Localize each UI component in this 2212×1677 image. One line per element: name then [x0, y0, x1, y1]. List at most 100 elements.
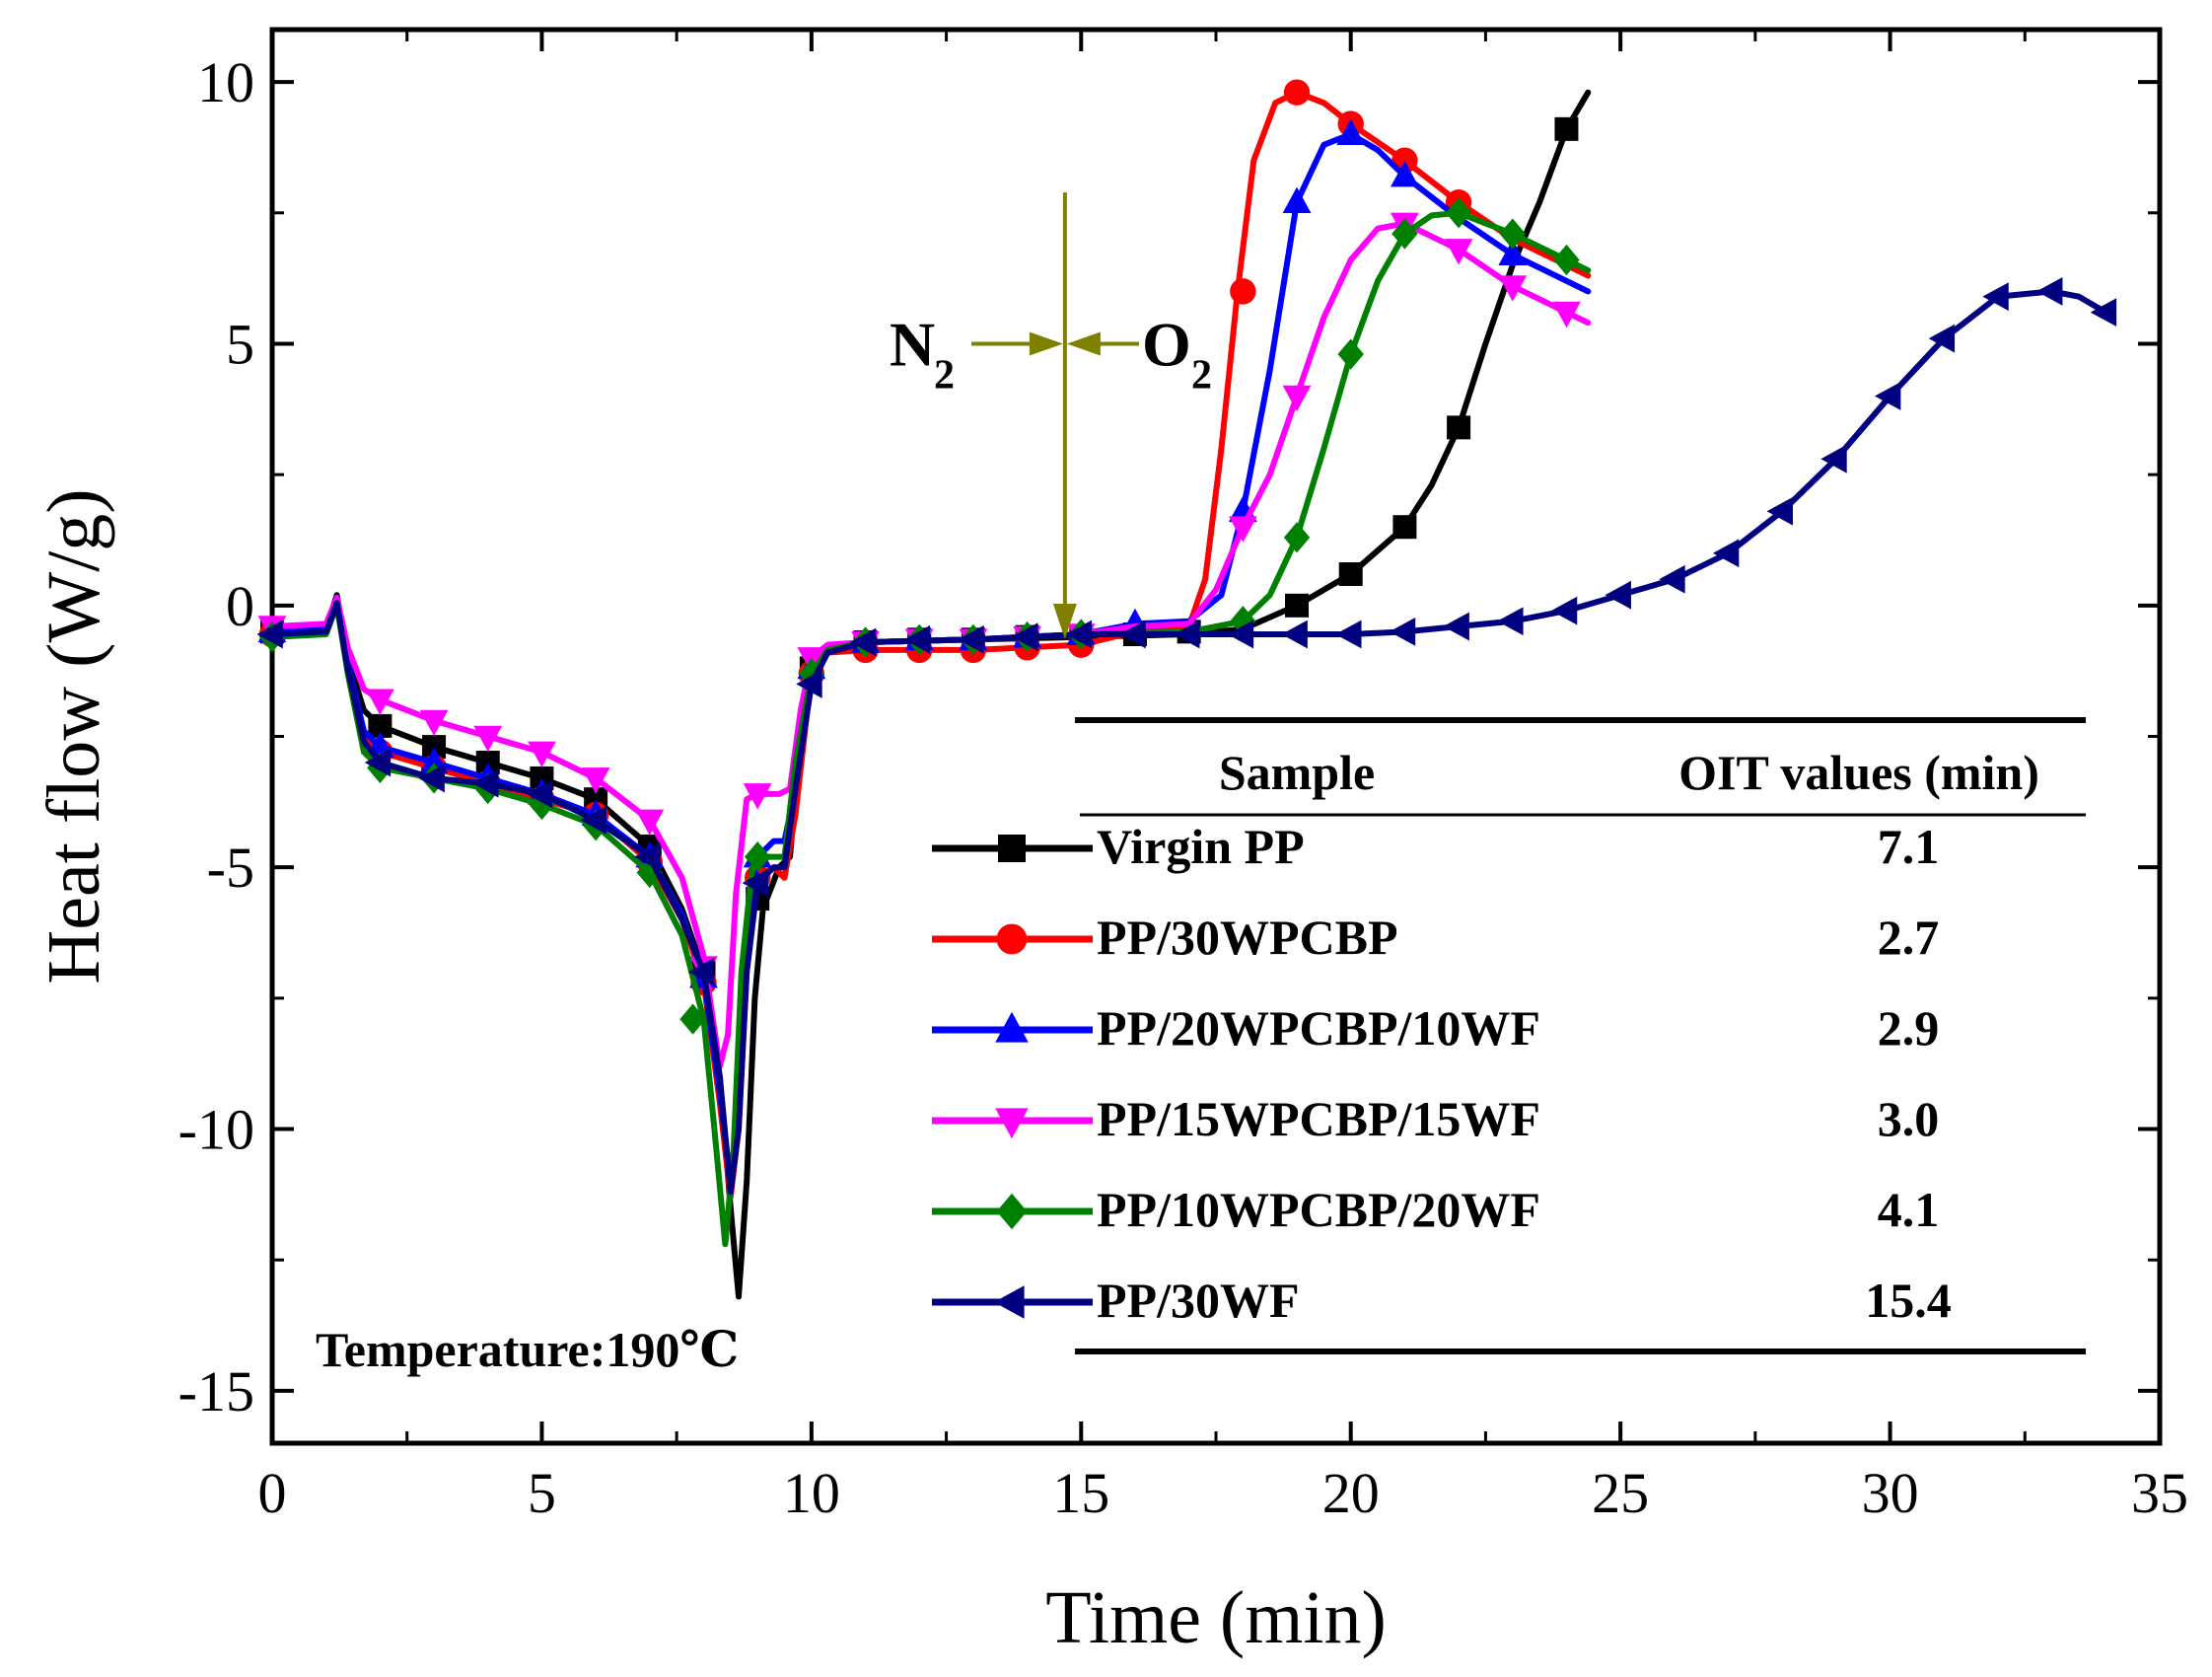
legend-marker — [996, 923, 1028, 955]
data-point — [1550, 596, 1578, 625]
x-axis-title: Time (min) — [1045, 1576, 1387, 1659]
legend-label: PP/15WPCBP/15WF — [1097, 1091, 1540, 1146]
data-point — [1605, 580, 1631, 610]
legend-marker — [998, 835, 1026, 862]
x-tick-label: 35 — [2131, 1461, 2188, 1525]
data-point — [1392, 515, 1417, 540]
data-point — [1982, 282, 2009, 312]
data-point — [635, 809, 665, 837]
x-tick-label: 0 — [258, 1461, 287, 1525]
table-header-sample: Sample — [1219, 745, 1375, 800]
x-tick-label: 25 — [1592, 1461, 1649, 1525]
y-axis-title: Heat flow (W/g) — [33, 488, 115, 984]
data-point — [1766, 496, 1793, 526]
data-point — [256, 620, 283, 649]
legend-row-pp-20wpcbp-10wf: PP/20WPCBP/10WF 2.9 — [932, 1000, 1939, 1056]
data-point — [526, 779, 553, 809]
y-tick-label: -10 — [178, 1098, 254, 1162]
legend-row-virgin-pp: Virgin PP 7.1 — [932, 819, 1939, 874]
data-point — [1119, 620, 1146, 649]
series-pp-30wf — [256, 276, 2117, 1196]
x-tick-label: 10 — [783, 1461, 840, 1525]
data-point — [419, 709, 449, 737]
data-point — [528, 741, 556, 768]
data-point — [1283, 79, 1311, 106]
data-point — [1554, 116, 1579, 141]
legend-row-pp-10wpcbp-20wf: PP/10WPCBP/20WF 4.1 — [932, 1182, 1939, 1237]
x-tick-label: 5 — [528, 1461, 556, 1525]
data-point — [1338, 561, 1363, 586]
oit-value: 15.4 — [1865, 1273, 1952, 1328]
data-point — [1335, 620, 1362, 649]
oit-value: 3.0 — [1878, 1091, 1940, 1146]
axes-layer: 0 5 10 15 20 25 30 35 -15 -10 -5 0 5 10 Time (min) Heat… — [33, 27, 2188, 1659]
data-point — [742, 868, 768, 898]
legend-row-pp-30wpcbp: PP/30WPCBP 2.7 — [932, 910, 1939, 965]
data-point — [1552, 301, 1581, 328]
switch-arrowhead-down — [1052, 604, 1077, 639]
data-point — [581, 767, 610, 794]
legend-label: PP/10WPCBP/20WF — [1097, 1182, 1540, 1237]
data-point — [849, 627, 877, 657]
x-tick-label: 15 — [1052, 1461, 1109, 1525]
y-tick-label: -5 — [207, 836, 254, 900]
o2-arrowhead — [1066, 331, 1101, 356]
x-tick-label: 20 — [1322, 1461, 1380, 1525]
data-point — [679, 1003, 706, 1035]
legend-label: PP/20WPCBP/10WF — [1097, 1000, 1540, 1056]
data-point — [1497, 607, 1524, 636]
data-point — [1174, 620, 1200, 649]
data-point — [1443, 612, 1469, 641]
data-point — [903, 624, 931, 654]
legend-row-pp-30wf: PP/30WF 15.4 — [932, 1273, 1952, 1328]
data-point — [1391, 161, 1419, 187]
data-point — [1444, 239, 1473, 265]
data-point — [1283, 522, 1311, 553]
annotation-layer: Temperature:190℃ N2 O 2 — [316, 192, 1212, 1377]
table-header-oit: OIT values (min) — [1678, 745, 2039, 800]
data-point — [1282, 186, 1312, 213]
data-point — [364, 748, 392, 777]
y-tick-label: 0 — [226, 574, 254, 638]
data-point — [634, 842, 661, 871]
data-point — [1445, 197, 1472, 229]
data-point — [1659, 564, 1685, 594]
legend-marker — [996, 1193, 1028, 1230]
data-point — [1712, 539, 1740, 568]
data-point — [1553, 244, 1580, 276]
legend-label: PP/30WF — [1097, 1273, 1300, 1328]
oit-value: 2.9 — [1878, 1000, 1940, 1056]
oit-value: 2.7 — [1878, 910, 1940, 965]
legend-marker — [995, 1108, 1029, 1139]
oit-table: Sample OIT values (min) Virgin PP 7.1 PP/3… — [932, 717, 2086, 1354]
gas-switch-annotation: N2 O 2 — [890, 192, 1212, 639]
y-tick-label: -15 — [178, 1359, 254, 1423]
data-point — [1498, 239, 1528, 266]
data-point — [2036, 276, 2063, 306]
data-point — [1228, 516, 1257, 543]
oit-value: 7.1 — [1878, 819, 1940, 874]
data-point — [687, 957, 715, 986]
n2-label: N — [890, 309, 935, 379]
data-point — [744, 840, 771, 873]
data-point — [798, 658, 825, 690]
data-point — [1336, 118, 1366, 145]
data-point — [1447, 415, 1471, 440]
data-point — [1928, 324, 1956, 353]
legend-label: Virgin PP — [1097, 819, 1305, 874]
oit-value: 4.1 — [1878, 1182, 1940, 1237]
legend-marker — [995, 1011, 1029, 1043]
data-point — [1820, 444, 1847, 474]
temperature-annotation: Temperature:190℃ — [316, 1322, 739, 1377]
data-point — [472, 768, 499, 798]
data-point — [580, 806, 607, 835]
y-tick-label: 10 — [197, 50, 254, 114]
data-point — [1282, 385, 1312, 412]
data-point — [365, 689, 394, 715]
n2-arrowhead — [1029, 331, 1063, 356]
data-point — [958, 624, 984, 654]
data-point — [1337, 338, 1364, 370]
data-point — [2090, 298, 2117, 327]
data-point — [1012, 622, 1038, 652]
